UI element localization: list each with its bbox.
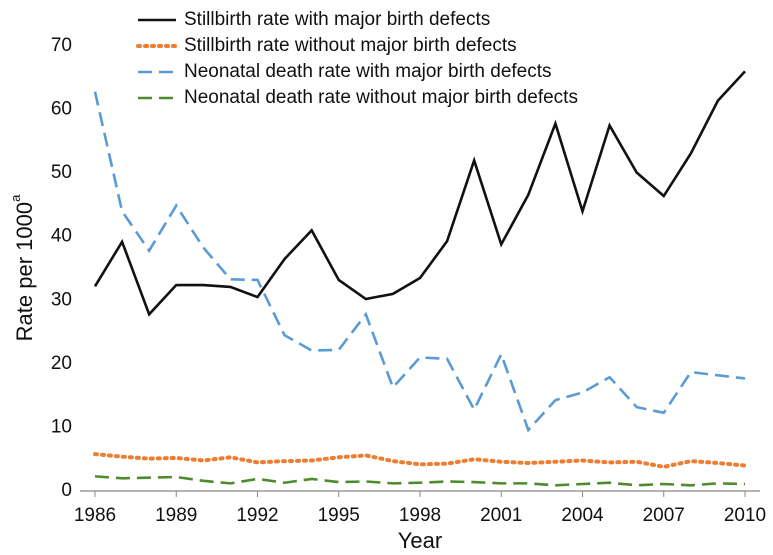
legend-label: Neonatal death rate with major birth def… — [184, 61, 552, 82]
series-line — [93, 452, 747, 469]
x-tick-label: 2004 — [561, 505, 604, 526]
x-tick-label: 2007 — [643, 505, 685, 526]
x-tick-label: 1995 — [318, 505, 360, 526]
y-axis-title: Rate per 1000a — [8, 194, 36, 341]
y-axis-title-main: Rate per 1000 — [12, 202, 37, 341]
series-line — [93, 91, 746, 433]
y-tick-label: 10 — [51, 416, 72, 437]
y-tick-label: 0 — [61, 480, 72, 501]
y-tick-label: 70 — [51, 35, 72, 56]
legend-label: Stillbirth rate with major birth defects — [184, 9, 490, 30]
y-tick-label: 30 — [51, 289, 72, 310]
x-tick-label: 1998 — [399, 505, 441, 526]
x-tick-label: 1986 — [74, 505, 116, 526]
x-tick-label: 1992 — [236, 505, 278, 526]
legend-label: Neonatal death rate without major birth … — [184, 87, 578, 108]
x-axis-title: Year — [398, 528, 442, 553]
series-line — [94, 475, 746, 487]
x-tick-label: 2010 — [724, 505, 766, 526]
y-axis-title-superscript: a — [8, 194, 23, 202]
x-tick-label: 1989 — [155, 505, 197, 526]
y-tick-label: 60 — [51, 99, 72, 120]
x-tick-label: 2001 — [480, 505, 522, 526]
legend-label: Stillbirth rate without major birth defe… — [184, 35, 517, 56]
y-tick-label: 50 — [51, 162, 72, 183]
series-line — [93, 70, 746, 317]
y-tick-label: 20 — [51, 353, 72, 374]
y-tick-label: 40 — [51, 226, 72, 247]
